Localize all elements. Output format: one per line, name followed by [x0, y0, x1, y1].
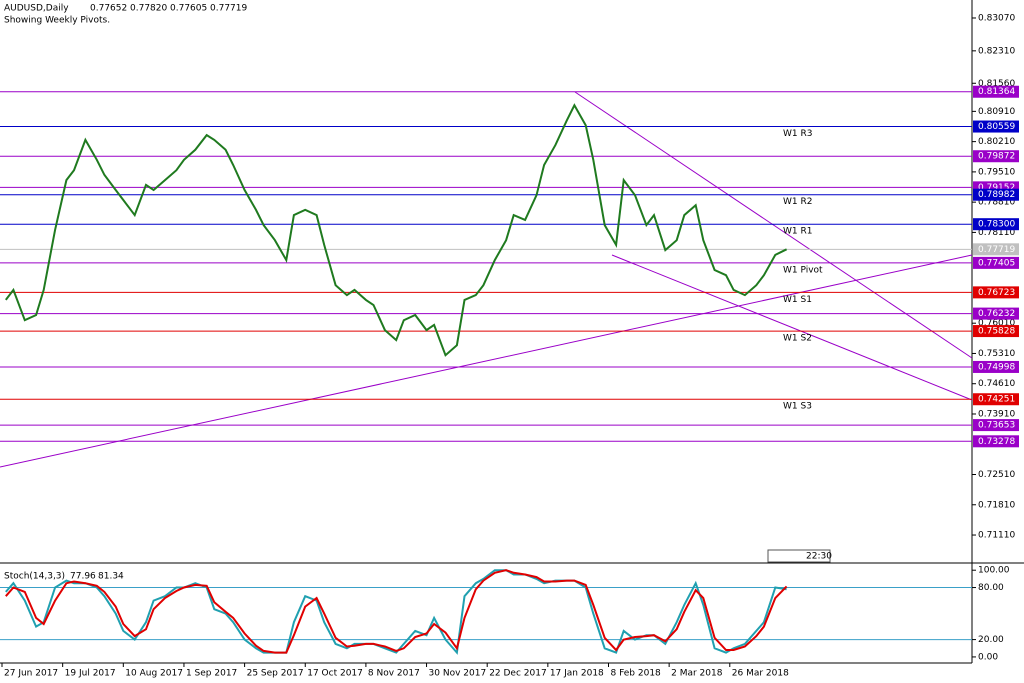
y-tick-label: 0.80210 — [978, 137, 1015, 147]
level-label: 0.78982 — [978, 190, 1015, 200]
quote: 0.77652 — [90, 4, 127, 14]
level-label: 0.74998 — [978, 362, 1015, 372]
x-tick-label: 17 Jan 2018 — [550, 669, 604, 679]
y-tick-label: 0.78110 — [978, 228, 1015, 238]
indicator-value: 77.96 — [70, 572, 96, 582]
y-tick-label: 0.75310 — [978, 349, 1015, 359]
level-label: 0.80559 — [978, 122, 1015, 132]
x-tick-label: 8 Nov 2017 — [368, 669, 420, 679]
y-tick-label: 80.00 — [978, 583, 1004, 593]
y-tick-label: 0.83070 — [978, 13, 1015, 23]
indicator-title: Stoch(14,3,3) — [4, 572, 65, 582]
level-label: 0.73653 — [978, 421, 1015, 431]
symbol-title: AUDUSD,Daily — [4, 4, 69, 14]
level-label: 0.81364 — [978, 87, 1015, 97]
quote: 0.77820 — [130, 4, 167, 14]
x-tick-label: 1 Sep 2017 — [186, 669, 237, 679]
y-tick-label: 0.73910 — [978, 409, 1015, 419]
pivot-name: W1 R3 — [783, 129, 812, 139]
x-tick-label: 30 Nov 2017 — [429, 669, 487, 679]
y-tick-label: 20.00 — [978, 635, 1004, 645]
series-line — [5, 103, 788, 357]
level-label: 0.75828 — [978, 327, 1015, 337]
x-tick-label: 26 Mar 2018 — [732, 669, 789, 679]
x-tick-label: 27 Jun 2017 — [4, 669, 58, 679]
level-label-box — [973, 218, 1019, 231]
x-tick-label: 19 Jul 2017 — [65, 669, 116, 679]
level-label: 0.77405 — [978, 258, 1015, 268]
pivot-name: W1 S3 — [783, 402, 812, 412]
level-label: 0.76232 — [978, 309, 1015, 319]
quote: 0.77719 — [210, 4, 247, 14]
x-tick-label: 22 Dec 2017 — [489, 669, 546, 679]
level-label: 0.74251 — [978, 395, 1015, 405]
subtitle: Showing Weekly Pivots. — [4, 16, 110, 26]
level-label: 0.78300 — [978, 220, 1015, 230]
pivot-name: W1 Pivot — [783, 265, 823, 275]
level-label-box — [973, 243, 1019, 256]
x-tick-label: 10 Aug 2017 — [125, 669, 183, 679]
y-tick-label: 0.82310 — [978, 46, 1015, 56]
level-label-box — [973, 435, 1019, 448]
level-label: 0.77719 — [978, 245, 1015, 255]
level-label-box — [973, 85, 1019, 98]
indicator-value: 81.34 — [98, 572, 124, 582]
x-tick-label: 2 Mar 2018 — [671, 669, 723, 679]
y-tick-label: 100.00 — [978, 566, 1010, 576]
y-tick-label: 0.71810 — [978, 500, 1015, 510]
level-label: 0.79152 — [978, 183, 1015, 193]
quote: 0.77605 — [170, 4, 207, 14]
level-label-box — [973, 120, 1019, 133]
pivot-name: W1 S1 — [783, 295, 812, 305]
trend-line — [611, 254, 973, 401]
level-label-box — [973, 150, 1019, 163]
level-label: 0.73278 — [978, 437, 1015, 447]
level-label-box — [973, 325, 1019, 338]
level-label-box — [973, 188, 1019, 201]
y-tick-label: 0.78810 — [978, 198, 1015, 208]
y-tick-label: 0.71110 — [978, 531, 1015, 541]
pivot-name: W1 R2 — [783, 197, 812, 207]
level-label-box — [973, 419, 1019, 432]
y-tick-label: 0.79510 — [978, 167, 1015, 177]
x-tick-label: 17 Oct 2017 — [307, 669, 363, 679]
level-label-box — [973, 307, 1019, 320]
level-label-box — [973, 393, 1019, 406]
level-label: 0.79872 — [978, 152, 1015, 162]
series-line — [5, 569, 788, 654]
clock-text: 22:30 — [806, 552, 832, 562]
y-tick-label: 0.74610 — [978, 379, 1015, 389]
clock-box — [767, 549, 831, 563]
level-label-box — [973, 360, 1019, 373]
y-tick-label: 0.00 — [978, 652, 998, 662]
y-tick-label: 0.72510 — [978, 470, 1015, 480]
pivot-name: W1 R1 — [783, 227, 812, 237]
trend-line — [0, 254, 973, 468]
level-label-box — [973, 256, 1019, 269]
clock: 22:30 — [767, 549, 832, 563]
y-tick-label: 0.80910 — [978, 107, 1015, 117]
x-tick-label: 25 Sep 2017 — [247, 669, 304, 679]
pivot-name: W1 S2 — [783, 334, 812, 344]
y-tick-label: 0.76010 — [978, 319, 1015, 329]
level-label-box — [973, 286, 1019, 299]
y-tick-label: 0.81560 — [978, 79, 1015, 89]
level-label: 0.76723 — [978, 288, 1015, 298]
x-tick-label: 8 Feb 2018 — [610, 669, 661, 679]
